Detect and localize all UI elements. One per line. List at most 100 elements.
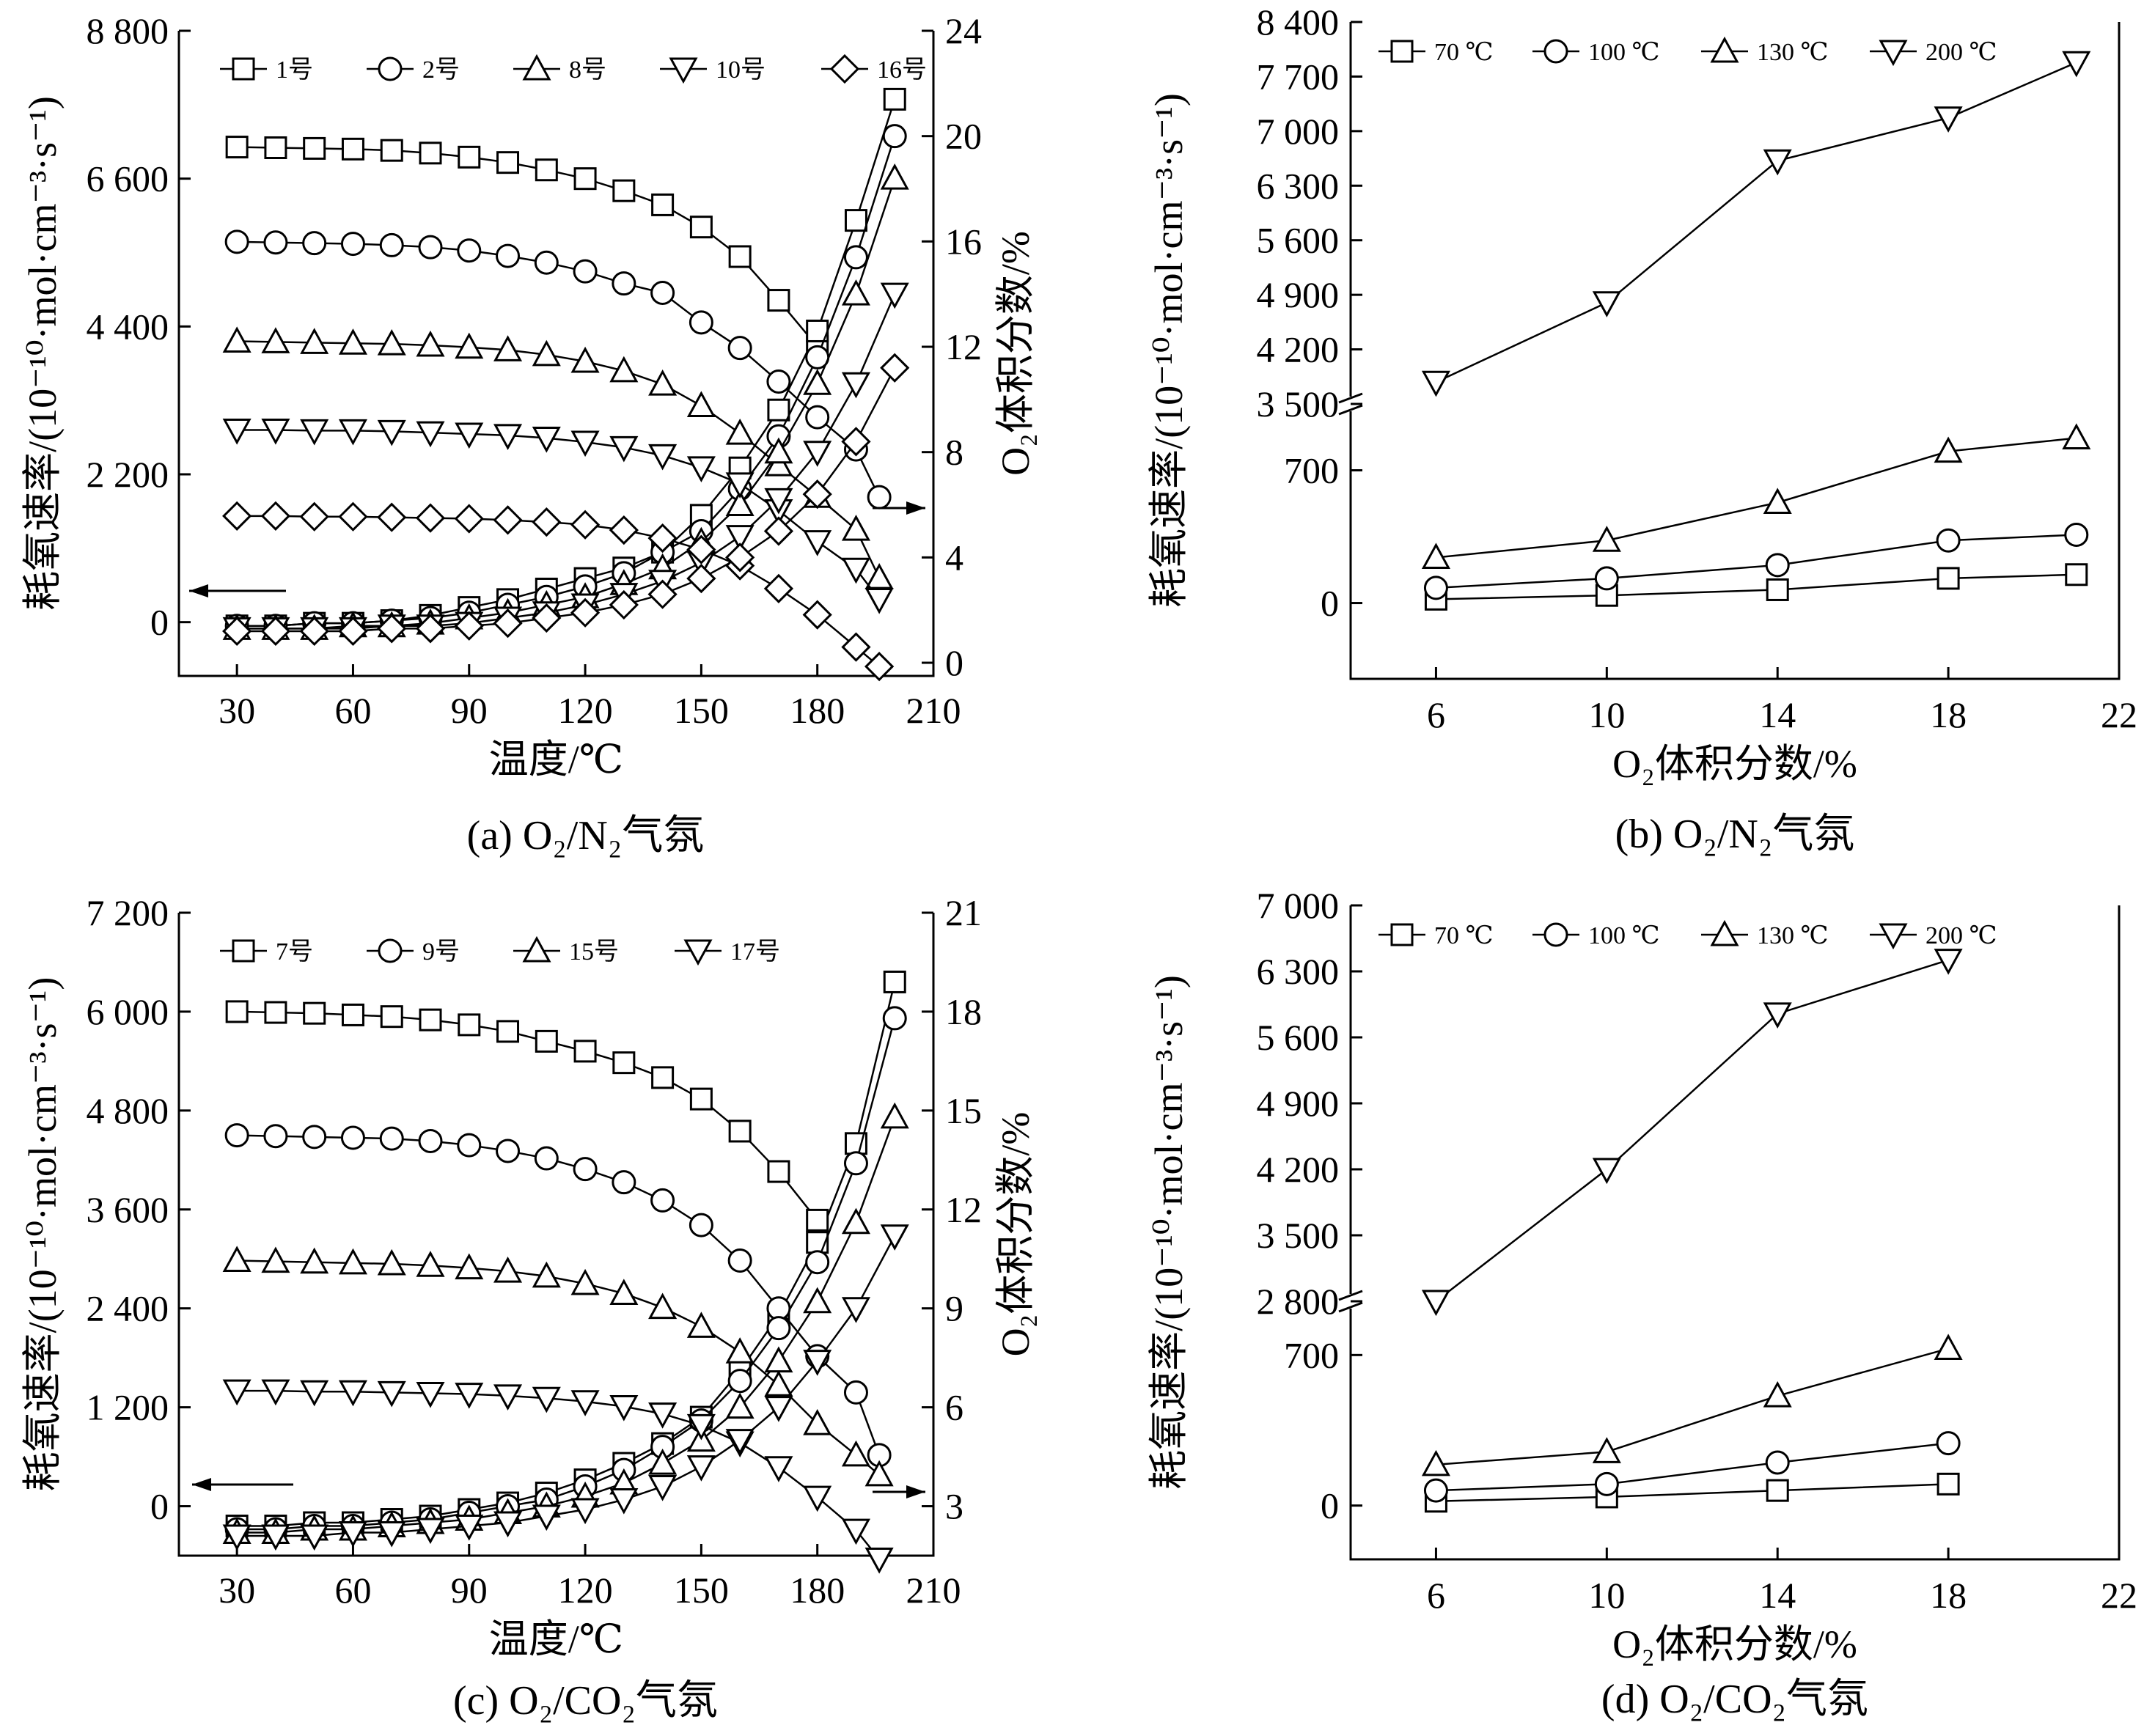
o2-point [609,1488,639,1515]
rate-point [300,419,329,446]
rate-point [264,136,287,159]
rate-point [767,1160,790,1183]
o2-point [532,1504,561,1531]
rate-point [263,1124,288,1149]
legend-label: 7号 [276,938,313,966]
rate-point [841,515,870,541]
series-17号 [222,1224,909,1574]
rate-point [416,1251,445,1277]
series-16号 [222,353,910,682]
y-tick-label: 700 [1284,450,1339,491]
x-axis-label: O₂体积分数/% [1612,742,1857,786]
x-tick-label: 30 [219,690,255,731]
rate-line [237,146,818,347]
o2-point [882,124,907,149]
legend-marker-triangle-down [1879,40,1908,67]
data-point [1936,1472,1960,1496]
series-7号 [225,970,906,1538]
x-tick-label: 60 [334,1570,371,1611]
rate-point [454,504,484,534]
series-70 ℃ [1424,563,2088,611]
o2-point [725,542,755,573]
legend-label: 130 ℃ [1757,922,1829,949]
data-point [1936,1431,1961,1456]
y2-tick-label: 8 [945,432,963,473]
rate-point [340,1125,365,1150]
rate-point [493,335,523,361]
rate-point [766,369,791,394]
axes-frame [177,31,935,677]
legend-marker-triangle-down [669,57,698,84]
rate-point [299,501,329,532]
arrow-right-head [906,1485,925,1498]
rate-point [379,1126,404,1151]
data-point [1423,575,1448,600]
panel-caption: (d) O₂/CO₂气氛 [1601,1677,1868,1722]
rate-point [612,1051,636,1075]
o2-point [725,525,755,551]
x-tick-label: 6 [1427,694,1445,735]
data-point [1421,542,1450,569]
rate-point [496,151,520,174]
series-line [1435,62,2077,383]
o2-point [841,427,871,457]
data-point [1936,567,1960,590]
legend-marker-triangle-up [1710,36,1739,63]
rate-point [570,510,601,540]
o2-point [841,1297,870,1323]
data-point [1592,1158,1621,1185]
y-axis-label: 耗氧速率/(10⁻¹⁰·mol·cm⁻³·s⁻¹) [1147,975,1191,1490]
rate-point [377,502,407,532]
y2-tick-label: 18 [945,991,982,1032]
data-point [2062,51,2091,78]
rate-point [728,245,752,268]
x-tick-label: 18 [1930,694,1967,735]
rate-point [864,1547,894,1574]
rate-point [493,1256,523,1283]
rate-point [225,1000,249,1023]
series-100 ℃ [1423,522,2089,600]
rate-point [455,332,484,359]
rate-point [609,435,639,463]
rate-point [532,339,561,367]
rate-point [650,1188,675,1213]
o2-point [725,490,755,517]
o2-point [455,1515,484,1541]
o2-line [237,1018,896,1531]
rate-point [222,1379,252,1406]
rate-point [570,1268,600,1295]
rate-point [802,600,832,630]
rate-point [843,1380,868,1405]
legend-label: 200 ℃ [1925,922,1997,949]
o2-point [880,282,909,309]
y2-tick-label: 12 [945,1189,982,1230]
rate-point [416,421,445,448]
o2-point [764,437,793,464]
o2-point [805,1250,830,1275]
o2-point [416,1518,445,1545]
rate-point [864,563,894,589]
rate-point [725,418,755,445]
x-tick-label: 150 [674,1570,729,1611]
panel-c: 30 60 90 120 150 180 210 0 1 200 2 400 3 600 4 800 6… [21,892,1038,1724]
y2-tick-label: 3 [945,1486,963,1527]
series-line [1435,959,1949,1302]
series-200 ℃ [1421,51,2091,397]
rate-point [224,1123,249,1148]
rate-point [725,1337,755,1364]
y-tick-label: 6 300 [1257,951,1340,992]
rate-point [261,1379,290,1406]
rate-point [609,356,639,383]
y-tick-label: 5 600 [1257,1017,1340,1058]
rate-point [651,1066,675,1089]
rate-point [535,1029,558,1053]
x-tick-label: 10 [1588,1575,1625,1616]
legend-label: 100 ℃ [1588,39,1660,66]
rate-point [609,515,639,545]
y-tick-label: 8 800 [87,10,169,51]
o2-point [261,1524,290,1551]
data-point [1765,1450,1790,1475]
series-line [1436,1442,1949,1492]
rate-point [651,193,675,216]
rate-point [689,1087,713,1111]
